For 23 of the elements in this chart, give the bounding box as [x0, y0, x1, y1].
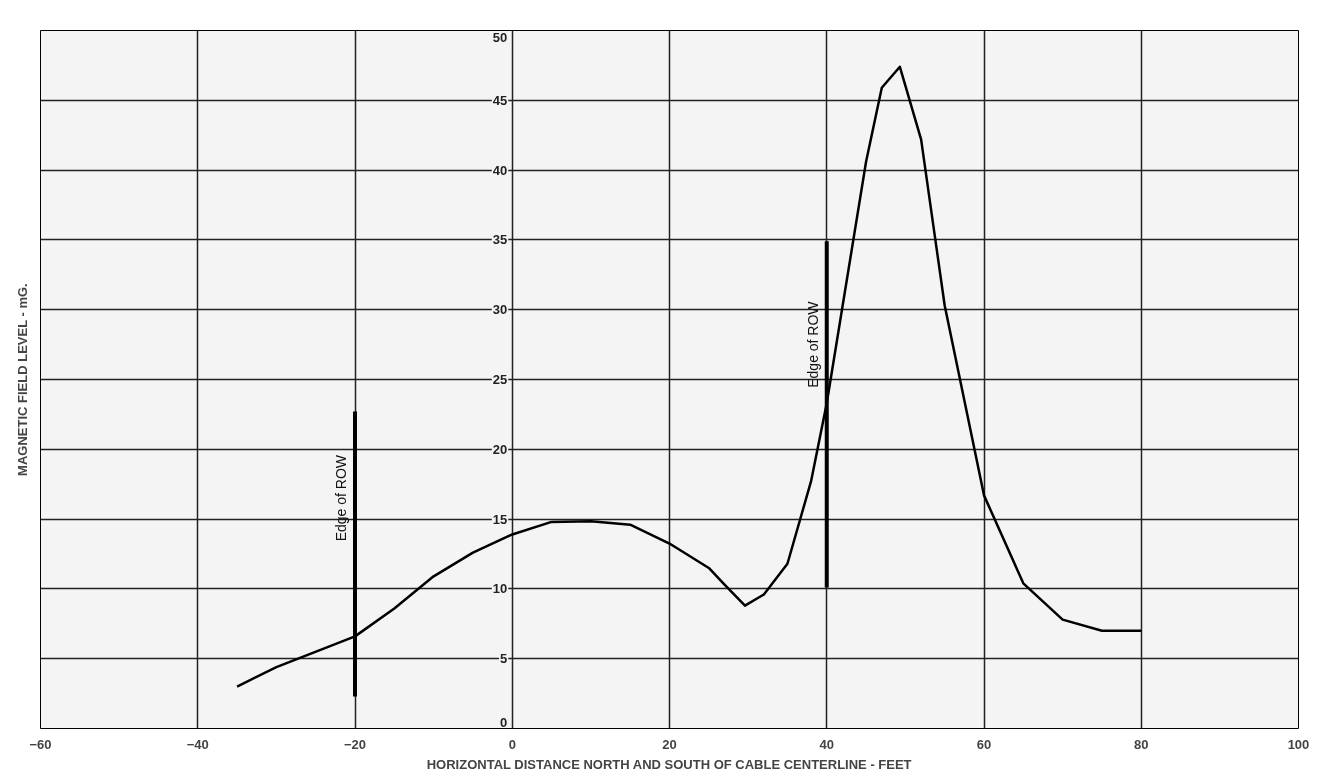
x-tick-label: 60: [976, 736, 992, 752]
y-tick-label: 40: [492, 162, 508, 178]
annotation: Edge of ROW: [804, 300, 821, 388]
y-tick-label: 35: [492, 232, 508, 248]
x-tick-label: −40: [186, 736, 209, 752]
annotation: Edge of ROW: [333, 454, 349, 542]
y-tick-label: 10: [492, 581, 508, 597]
y-tick-label: 0: [500, 714, 508, 730]
x-axis-title: HORIZONTAL DISTANCE NORTH AND SOUTH OF CABLE CENTERLINE - FEET: [426, 756, 912, 772]
x-tick-label: −20: [343, 736, 367, 752]
y-tick-label: 50: [492, 29, 508, 45]
x-tick-label: 40: [819, 736, 834, 752]
y-tick-label: 20: [492, 441, 508, 457]
y-tick-label: 45: [492, 92, 508, 108]
y-tick-label: 30: [492, 302, 508, 318]
y-tick-label: 25: [492, 372, 508, 387]
y-tick-label: 5: [500, 651, 508, 667]
y-tick-label: 15: [492, 511, 508, 527]
x-tick-label: 80: [1134, 736, 1149, 752]
x-tick-label: −60: [29, 736, 52, 752]
y-axis-title: MAGNETIC FIELD LEVEL - mG.: [14, 283, 30, 476]
x-tick-label: 20: [662, 736, 677, 752]
x-tick-label: 100: [1287, 736, 1310, 752]
